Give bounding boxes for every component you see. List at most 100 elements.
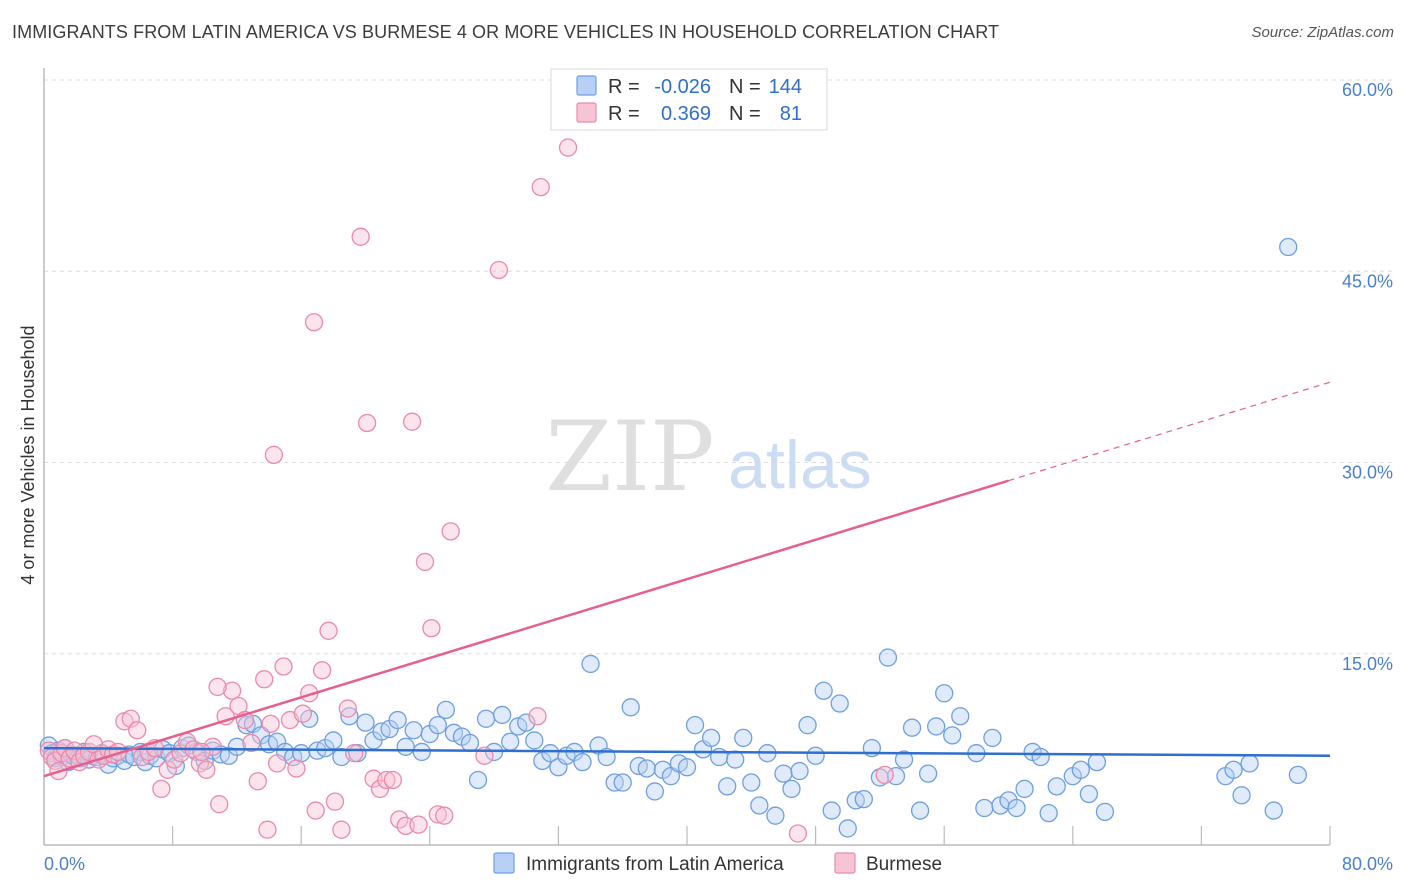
legend-r-value-2: 0.369 bbox=[661, 103, 711, 125]
point-burmese bbox=[274, 657, 293, 676]
point-burmese bbox=[325, 792, 345, 811]
chart-title: IMMIGRANTS FROM LATIN AMERICA VS BURMESE… bbox=[12, 22, 1000, 42]
point-burmese bbox=[377, 770, 396, 790]
point-latin-america bbox=[677, 758, 697, 777]
point-latin-america bbox=[1031, 747, 1050, 767]
y-tick-label: 45.0% bbox=[1342, 271, 1393, 291]
point-latin-america bbox=[701, 728, 721, 748]
point-burmese bbox=[558, 138, 578, 157]
point-latin-america bbox=[1240, 754, 1259, 773]
point-latin-america bbox=[806, 746, 825, 765]
point-latin-america bbox=[227, 737, 247, 756]
point-latin-america bbox=[621, 698, 640, 717]
bottom-legend-label-latin-america: Immigrants from Latin America bbox=[526, 854, 784, 875]
point-latin-america bbox=[501, 732, 520, 751]
point-latin-america bbox=[766, 806, 785, 825]
legend-r-value-1: -0.026 bbox=[654, 76, 711, 98]
point-latin-america bbox=[1232, 786, 1251, 805]
point-latin-america bbox=[750, 796, 769, 815]
point-latin-america bbox=[581, 654, 600, 674]
point-latin-america bbox=[814, 681, 833, 700]
point-latin-america bbox=[718, 777, 737, 796]
legend-n-label-2: N = bbox=[729, 103, 761, 125]
y-tick-label: 15.0% bbox=[1342, 654, 1393, 674]
point-burmese bbox=[258, 820, 277, 839]
point-latin-america bbox=[830, 694, 849, 713]
watermark: ZIP atlas bbox=[545, 401, 871, 513]
point-latin-america bbox=[492, 705, 512, 725]
point-burmese bbox=[428, 805, 447, 824]
point-burmese bbox=[261, 714, 280, 734]
point-burmese bbox=[528, 707, 547, 726]
point-latin-america bbox=[476, 709, 496, 728]
bottom-legend-swatch-pink bbox=[834, 852, 856, 874]
point-burmese bbox=[306, 801, 325, 820]
watermark-zip: ZIP bbox=[545, 401, 714, 513]
point-burmese bbox=[531, 177, 550, 197]
point-latin-america bbox=[525, 731, 544, 750]
stats-legend: R = -0.026 N = 144 R = 0.369 N = 81 bbox=[550, 68, 828, 131]
point-latin-america bbox=[356, 713, 375, 732]
point-burmese bbox=[158, 760, 177, 779]
point-latin-america bbox=[1264, 801, 1283, 820]
point-latin-america bbox=[918, 764, 938, 783]
watermark-atlas: atlas bbox=[728, 427, 872, 503]
legend-r-label-2: R = bbox=[608, 103, 640, 125]
point-latin-america bbox=[404, 721, 423, 740]
point-latin-america bbox=[1071, 760, 1090, 779]
point-latin-america bbox=[798, 716, 817, 735]
point-latin-america bbox=[1279, 237, 1298, 257]
point-latin-america bbox=[838, 819, 857, 838]
point-latin-america bbox=[742, 773, 761, 792]
point-latin-america bbox=[1224, 760, 1243, 779]
point-burmese bbox=[357, 413, 377, 433]
point-burmese bbox=[370, 779, 390, 799]
legend-r-label-1: R = bbox=[608, 76, 640, 98]
point-latin-america bbox=[726, 750, 745, 769]
point-latin-america bbox=[685, 716, 705, 735]
point-latin-america bbox=[870, 768, 890, 787]
point-burmese bbox=[319, 621, 338, 640]
point-burmese bbox=[338, 699, 357, 718]
bottom-legend-swatch-blue bbox=[493, 852, 515, 874]
point-latin-america bbox=[573, 752, 592, 772]
point-latin-america bbox=[1095, 802, 1115, 821]
x-tick-marks bbox=[43, 826, 1331, 845]
point-latin-america bbox=[1047, 777, 1066, 796]
point-latin-america bbox=[774, 764, 793, 783]
point-burmese bbox=[312, 661, 332, 680]
point-latin-america bbox=[1039, 803, 1058, 823]
point-latin-america bbox=[734, 728, 753, 748]
point-burmese bbox=[788, 824, 808, 843]
point-latin-america bbox=[975, 798, 994, 818]
point-latin-america bbox=[782, 779, 801, 799]
point-latin-america bbox=[854, 789, 873, 809]
point-burmese bbox=[489, 260, 509, 280]
trend-line-latin-america bbox=[43, 746, 1331, 757]
legend-n-value-1: 144 bbox=[769, 76, 802, 98]
point-burmese bbox=[345, 744, 364, 763]
point-burmese bbox=[435, 806, 454, 825]
y-axis-label: 4 or more Vehicles in Household bbox=[18, 325, 38, 584]
point-latin-america bbox=[927, 717, 946, 736]
point-burmese bbox=[192, 742, 211, 762]
point-latin-america bbox=[613, 773, 632, 792]
point-latin-america bbox=[340, 707, 359, 726]
point-latin-america bbox=[1087, 752, 1107, 772]
point-burmese bbox=[441, 522, 460, 541]
point-burmese bbox=[267, 754, 287, 773]
point-burmese bbox=[875, 765, 894, 785]
point-burmese bbox=[287, 759, 306, 778]
point-latin-america bbox=[597, 747, 616, 767]
point-latin-america bbox=[645, 782, 664, 801]
point-burmese bbox=[65, 741, 84, 760]
trend-line-burmese-extension bbox=[1008, 381, 1331, 482]
point-burmese bbox=[248, 772, 267, 791]
point-burmese bbox=[332, 820, 351, 839]
point-latin-america bbox=[878, 648, 898, 667]
point-burmese bbox=[351, 227, 370, 246]
point-latin-america bbox=[637, 759, 656, 778]
y-tick-label: 30.0% bbox=[1342, 463, 1393, 483]
point-burmese bbox=[402, 412, 422, 431]
